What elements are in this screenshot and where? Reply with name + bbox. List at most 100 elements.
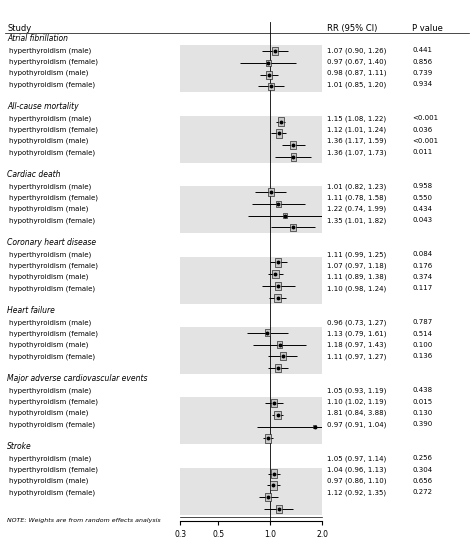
Text: 0.015: 0.015 — [412, 398, 432, 404]
Text: hypothyroidism (male): hypothyroidism (male) — [9, 342, 89, 348]
Bar — [180, 116, 322, 163]
Text: hyperthyroidism (male): hyperthyroidism (male) — [9, 319, 92, 326]
Bar — [275, 258, 282, 266]
Bar — [276, 505, 282, 513]
Text: hypothyroidism (female): hypothyroidism (female) — [9, 217, 96, 224]
Text: 0.036: 0.036 — [412, 127, 433, 133]
Text: 0.100: 0.100 — [412, 342, 433, 348]
Text: hypothyroidism (female): hypothyroidism (female) — [9, 81, 96, 88]
Bar — [265, 60, 271, 66]
Bar — [274, 410, 281, 419]
Bar — [272, 270, 279, 278]
Text: hyperthyroidism (male): hyperthyroidism (male) — [9, 47, 92, 54]
Text: 1.12 (1.01, 1.24): 1.12 (1.01, 1.24) — [327, 127, 386, 133]
Text: 1.11 (0.78, 1.58): 1.11 (0.78, 1.58) — [327, 195, 386, 201]
Bar — [275, 282, 281, 290]
Text: NOTE: Weights are from random effects analysis: NOTE: Weights are from random effects an… — [7, 518, 161, 523]
Text: 0.934: 0.934 — [412, 81, 432, 87]
Text: 1.07 (0.90, 1.26): 1.07 (0.90, 1.26) — [327, 47, 386, 54]
Text: hypothyroidism (male): hypothyroidism (male) — [9, 478, 89, 484]
Text: 1.04 (0.96, 1.13): 1.04 (0.96, 1.13) — [327, 466, 386, 473]
Bar — [266, 71, 272, 79]
Text: Stroke: Stroke — [7, 442, 32, 452]
Text: 1.07 (0.97, 1.18): 1.07 (0.97, 1.18) — [327, 262, 387, 269]
Text: 1.12 (0.92, 1.35): 1.12 (0.92, 1.35) — [327, 489, 386, 495]
Bar — [291, 141, 296, 149]
Text: hypothyroidism (female): hypothyroidism (female) — [9, 421, 96, 427]
Text: hyperthyroidism (female): hyperthyroidism (female) — [9, 127, 99, 133]
Text: 1.36 (1.07, 1.73): 1.36 (1.07, 1.73) — [327, 149, 387, 156]
Bar — [274, 294, 281, 302]
Text: 0.390: 0.390 — [412, 421, 433, 427]
Bar — [271, 399, 277, 407]
Bar — [277, 341, 282, 348]
Text: 1.13 (0.79, 1.61): 1.13 (0.79, 1.61) — [327, 330, 387, 337]
Text: 0.787: 0.787 — [412, 319, 433, 326]
Bar — [291, 153, 296, 161]
Text: hypothyroidism (female): hypothyroidism (female) — [9, 353, 96, 359]
Text: 1.11 (0.97, 1.27): 1.11 (0.97, 1.27) — [327, 353, 386, 359]
Text: 0.272: 0.272 — [412, 489, 432, 495]
Text: hypothyroidism (male): hypothyroidism (male) — [9, 273, 89, 280]
Bar — [180, 397, 322, 444]
Bar — [277, 117, 284, 126]
Text: hyperthyroidism (male): hyperthyroidism (male) — [9, 183, 92, 190]
Text: 0.739: 0.739 — [412, 70, 433, 76]
Bar — [180, 45, 322, 92]
Text: 0.441: 0.441 — [412, 47, 432, 53]
Text: 1.11 (0.99, 1.25): 1.11 (0.99, 1.25) — [327, 251, 386, 258]
Text: 1.10 (1.02, 1.19): 1.10 (1.02, 1.19) — [327, 398, 386, 405]
Text: 0.043: 0.043 — [412, 217, 432, 223]
Text: hyperthyroidism (female): hyperthyroidism (female) — [9, 330, 99, 337]
Text: 0.97 (0.67, 1.40): 0.97 (0.67, 1.40) — [327, 58, 386, 65]
Text: hypothyroidism (female): hypothyroidism (female) — [9, 285, 96, 292]
Text: 0.304: 0.304 — [412, 466, 432, 472]
Text: Major adverse cardiovascular events: Major adverse cardiovascular events — [7, 374, 147, 384]
Text: hyperthyroidism (male): hyperthyroidism (male) — [9, 387, 92, 393]
Text: hyperthyroidism (female): hyperthyroidism (female) — [9, 195, 99, 201]
Text: 0.256: 0.256 — [412, 455, 432, 461]
Text: 0.130: 0.130 — [412, 410, 433, 416]
Text: 1.15 (1.08, 1.22): 1.15 (1.08, 1.22) — [327, 115, 386, 122]
Text: hyperthyroidism (female): hyperthyroidism (female) — [9, 58, 99, 65]
Bar — [268, 83, 274, 90]
Text: P value: P value — [412, 24, 443, 33]
Text: 0.97 (0.91, 1.04): 0.97 (0.91, 1.04) — [327, 421, 386, 427]
Text: 0.514: 0.514 — [412, 330, 432, 336]
Text: hyperthyroidism (female): hyperthyroidism (female) — [9, 398, 99, 405]
Bar — [313, 425, 316, 429]
Bar — [180, 468, 322, 515]
Text: 0.96 (0.73, 1.27): 0.96 (0.73, 1.27) — [327, 319, 386, 326]
Text: 1.10 (0.98, 1.24): 1.10 (0.98, 1.24) — [327, 285, 386, 292]
Text: 0.97 (0.86, 1.10): 0.97 (0.86, 1.10) — [327, 478, 387, 484]
Text: 1.01 (0.82, 1.23): 1.01 (0.82, 1.23) — [327, 183, 386, 190]
Bar — [276, 129, 282, 138]
Text: 1.22 (0.74, 1.99): 1.22 (0.74, 1.99) — [327, 206, 386, 212]
Text: Cardiac death: Cardiac death — [7, 170, 61, 179]
Text: All-cause mortality: All-cause mortality — [7, 102, 79, 111]
Bar — [271, 470, 277, 478]
Bar — [275, 364, 281, 372]
Bar — [265, 434, 272, 443]
Text: hypothyroidism (male): hypothyroidism (male) — [9, 138, 89, 144]
Text: 0.434: 0.434 — [412, 206, 432, 212]
Bar — [180, 256, 322, 304]
Bar — [265, 493, 271, 501]
Text: 1.35 (1.01, 1.82): 1.35 (1.01, 1.82) — [327, 217, 386, 224]
Bar — [180, 186, 322, 233]
Text: hypothyroidism (male): hypothyroidism (male) — [9, 410, 89, 416]
Text: 0.856: 0.856 — [412, 59, 432, 65]
Text: RR (95% CI): RR (95% CI) — [327, 24, 377, 33]
Text: hypothyroidism (female): hypothyroidism (female) — [9, 489, 96, 495]
Text: hyperthyroidism (male): hyperthyroidism (male) — [9, 251, 92, 258]
Text: 0.438: 0.438 — [412, 387, 432, 393]
Text: 1.18 (0.97, 1.43): 1.18 (0.97, 1.43) — [327, 342, 386, 348]
Bar — [268, 188, 274, 196]
Bar — [276, 201, 281, 207]
Text: hypothyroidism (male): hypothyroidism (male) — [9, 70, 89, 76]
Text: 1.11 (0.89, 1.38): 1.11 (0.89, 1.38) — [327, 273, 387, 280]
Text: 1.05 (0.93, 1.19): 1.05 (0.93, 1.19) — [327, 387, 386, 393]
Text: Coronary heart disease: Coronary heart disease — [7, 238, 96, 248]
Bar — [270, 481, 276, 490]
Text: Atrial fibrillation: Atrial fibrillation — [7, 35, 68, 43]
